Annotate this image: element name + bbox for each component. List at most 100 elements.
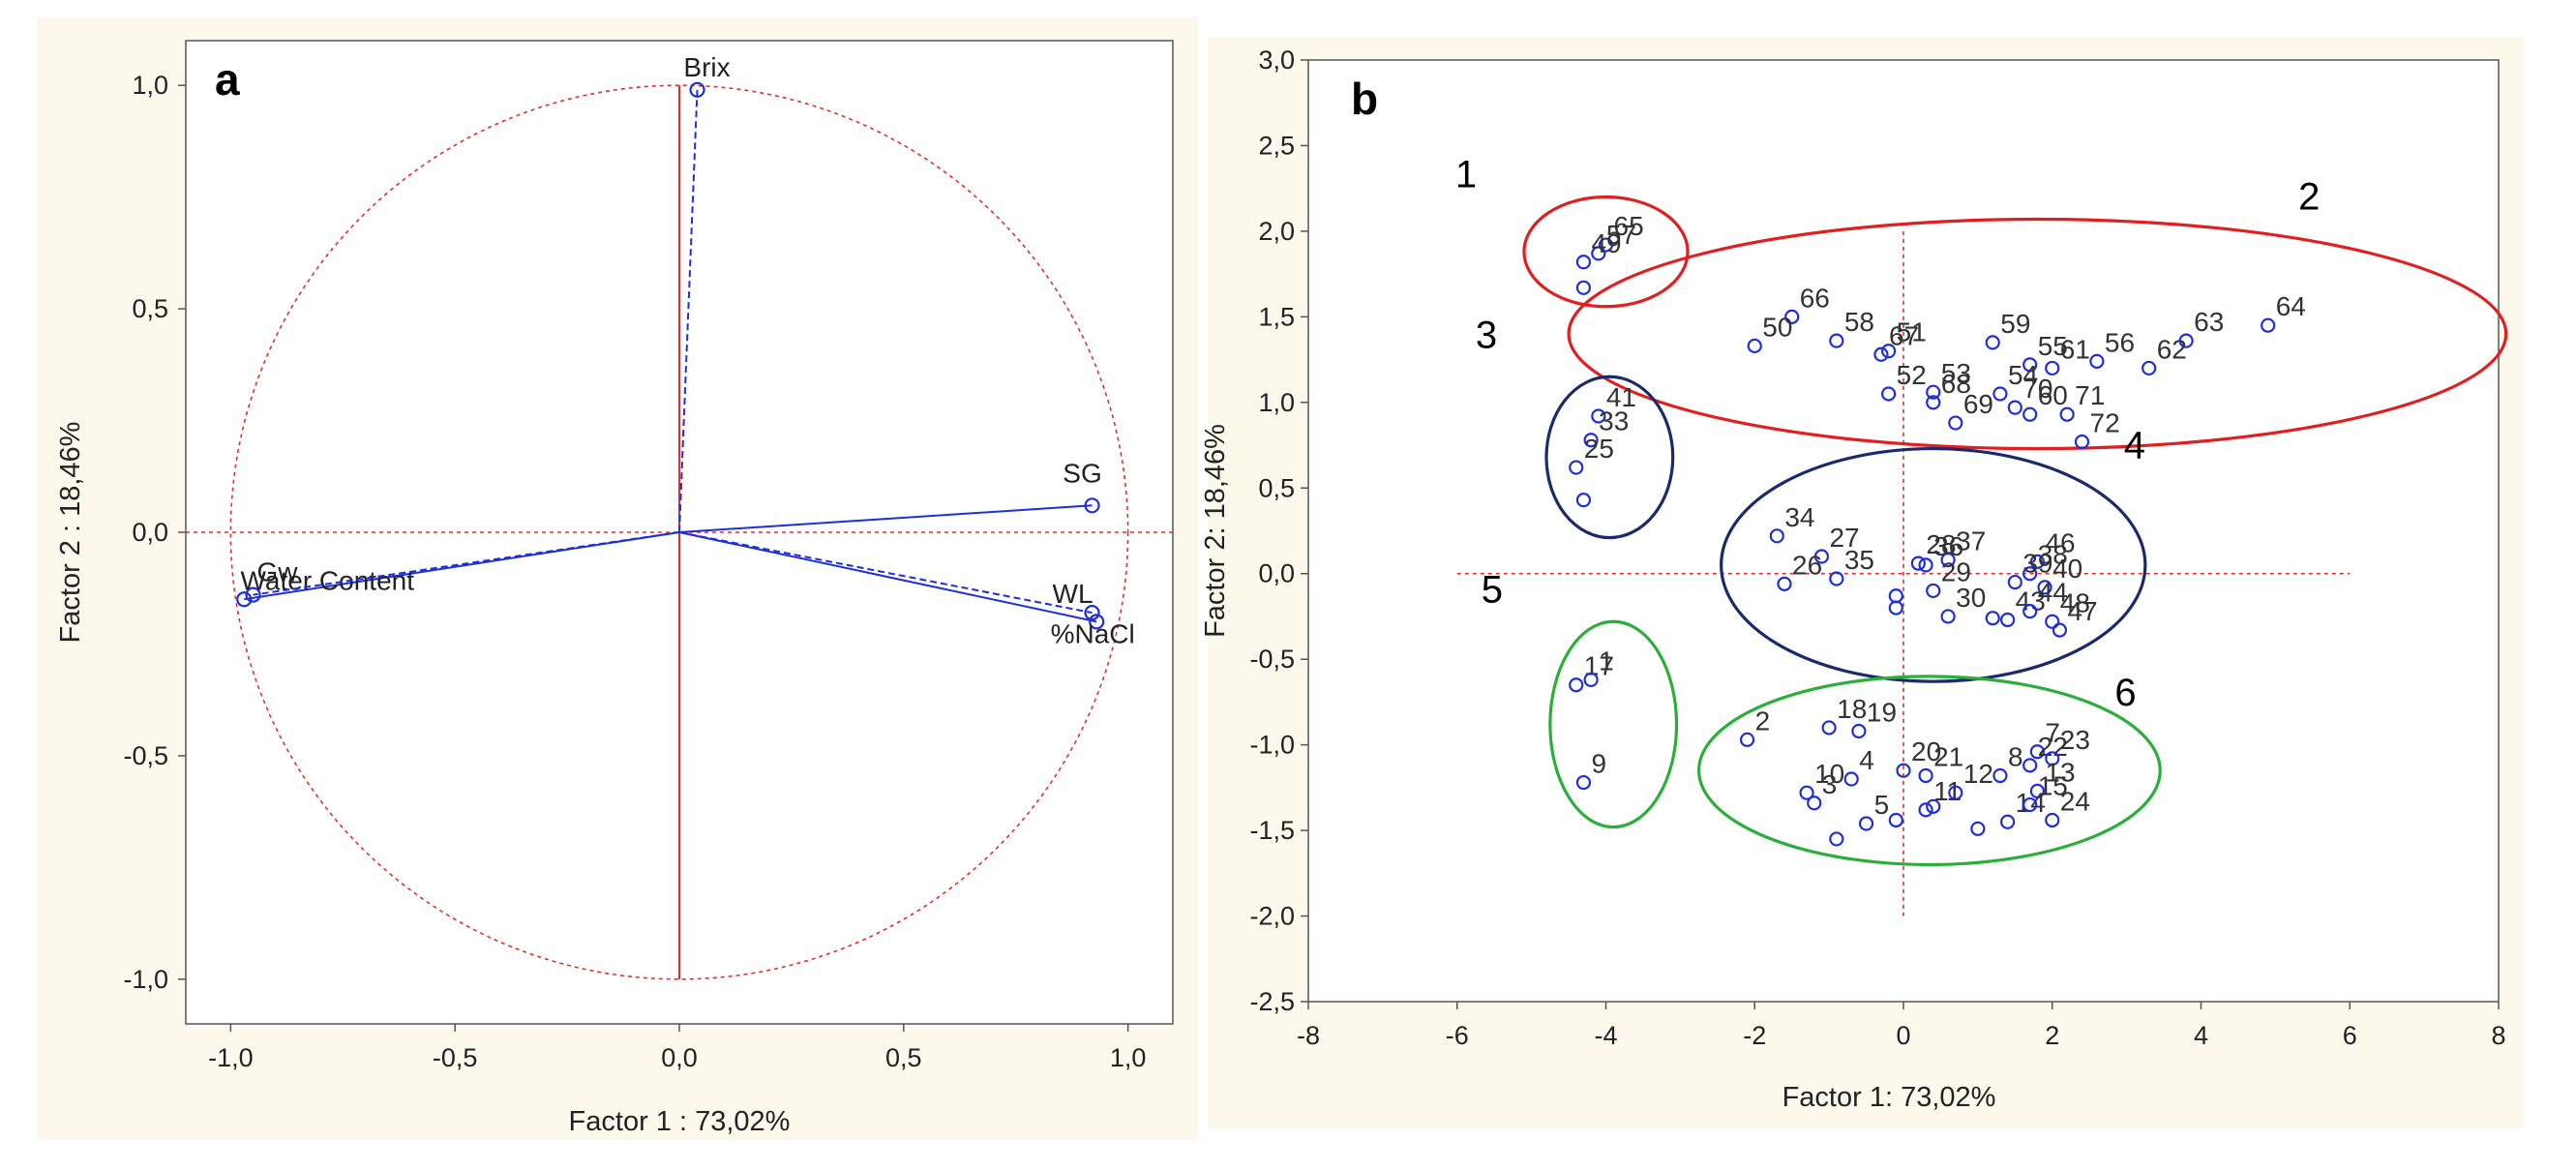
y-tick-label: -2,5 xyxy=(1249,987,1295,1016)
score-point-label: 10 xyxy=(1814,759,1844,789)
score-point xyxy=(2000,612,2016,628)
score-point xyxy=(1910,555,1926,571)
score-point xyxy=(1575,774,1592,791)
score-point-label: 17 xyxy=(1584,651,1614,681)
x-tick-label: 0,5 xyxy=(885,1043,922,1072)
loading-plot: -1,0 -0,5 0,0 0,5 1,0 -1,0 -0,5 0,0 0,5 1,0 Brix S… xyxy=(55,40,1174,1137)
score-point xyxy=(2022,357,2038,373)
score-point-label: 20 xyxy=(1911,736,1941,766)
score-point-label: 52 xyxy=(1897,360,1927,390)
group-ellipse xyxy=(1548,619,1679,829)
score-plot: -8 -6 -4 -2 0 2 4 6 8-2,5-2,0-1,5-1,0-0,50,00,51… xyxy=(1200,45,2508,1113)
score-point xyxy=(1575,280,1592,295)
loading-vector xyxy=(244,531,680,601)
x-tick-label: 2 xyxy=(2045,1021,2059,1050)
score-point xyxy=(1829,831,1844,847)
group-ellipse xyxy=(1567,217,2508,451)
score-point xyxy=(2022,796,2038,813)
score-point xyxy=(1940,552,1956,568)
score-point xyxy=(1985,335,2000,350)
x-tick-label: 8 xyxy=(2491,1021,2505,1050)
group-ellipse xyxy=(1720,446,2147,683)
score-point-label: 12 xyxy=(1963,759,1993,789)
score-point xyxy=(2045,360,2060,376)
score-point xyxy=(1873,346,1889,362)
score-point xyxy=(2007,574,2022,590)
score-point xyxy=(1807,796,1822,811)
score-point-label: 8 xyxy=(2008,741,2023,771)
y-tick-label: 2,0 xyxy=(1258,217,1295,246)
score-point xyxy=(2074,434,2090,450)
score-point-label: 9 xyxy=(1591,749,1606,779)
score-point xyxy=(2045,614,2060,629)
score-point xyxy=(1829,333,1844,348)
score-point-label: 48 xyxy=(2060,587,2090,617)
score-point xyxy=(1784,309,1800,324)
score-point xyxy=(1569,677,1584,693)
score-point-label: 24 xyxy=(2060,786,2090,816)
score-point-label: 46 xyxy=(2045,527,2075,557)
score-point xyxy=(1813,549,1830,564)
y-tick-label: 1,0 xyxy=(1258,388,1295,417)
x-tick-label: 4 xyxy=(2194,1021,2208,1050)
loading-plot-ticks: -1,0 -0,5 0,0 0,5 1,0 -1,0 -0,5 0,0 0,5 1,0 xyxy=(123,71,1146,1072)
score-point-label: 11 xyxy=(1933,776,1962,806)
score-point xyxy=(1851,723,1867,739)
group-label: 6 xyxy=(2114,672,2136,714)
score-point xyxy=(1992,767,2008,784)
score-point xyxy=(1948,415,1963,431)
score-point xyxy=(1926,395,1941,410)
score-plot-ticks: -8 -6 -4 -2 0 2 4 6 8-2,5-2,0-1,5-1,0-0,50,00,51… xyxy=(1249,45,2505,1050)
score-point-label: 35 xyxy=(1844,545,1874,575)
x-tick-label: 6 xyxy=(2343,1021,2357,1050)
y-tick-label: 0,0 xyxy=(132,518,168,547)
x-tick-label: -0,5 xyxy=(433,1043,478,1072)
score-point-label: 54 xyxy=(2008,360,2038,390)
score-point-label: 62 xyxy=(2157,334,2187,364)
score-point-label: 72 xyxy=(2090,408,2120,438)
score-point xyxy=(1843,771,1859,787)
loading-vector-point xyxy=(1084,605,1100,621)
score-point-label: 53 xyxy=(1941,358,1971,388)
loading-vector-label: Gw xyxy=(257,557,299,587)
score-point xyxy=(1583,672,1599,688)
unit-circle xyxy=(229,84,1129,980)
score-point xyxy=(2059,406,2075,422)
score-point-label: 56 xyxy=(2105,327,2135,357)
score-point-label: 57 xyxy=(1606,220,1636,250)
score-plot-static xyxy=(1456,230,2351,916)
score-point-label: 63 xyxy=(2194,307,2224,337)
score-point-label: 49 xyxy=(1591,228,1621,258)
score-point-label: 40 xyxy=(2052,554,2082,584)
score-point xyxy=(2029,783,2045,799)
score-point-label: 44 xyxy=(2038,578,2068,608)
panel-a-label: a xyxy=(215,54,240,105)
score-point-label: 58 xyxy=(1844,307,1874,337)
y-tick-label: -1,0 xyxy=(1249,731,1295,760)
score-point xyxy=(1591,408,1606,424)
score-point-label: 4 xyxy=(1859,745,1874,775)
y-tick-label: 2,5 xyxy=(1258,131,1295,160)
score-point xyxy=(2045,812,2060,828)
score-point-label: 68 xyxy=(1941,369,1971,399)
score-point xyxy=(1598,237,1614,253)
score-point-label: 21 xyxy=(1933,741,1963,771)
score-point-label: 3 xyxy=(1822,769,1838,799)
y-tick-label: -1,5 xyxy=(1249,816,1295,845)
y-tick-label: 0,0 xyxy=(1258,559,1295,588)
score-point-label: 69 xyxy=(1963,389,1993,419)
loading-vector xyxy=(253,531,680,596)
score-point-label: 25 xyxy=(1584,434,1614,464)
score-point xyxy=(2000,814,2016,829)
loading-plot-x-axis-label: Factor 1 : 73,02% xyxy=(569,1106,791,1137)
x-tick-label: 0 xyxy=(1896,1021,1910,1050)
loading-vector xyxy=(678,504,1093,533)
group-ellipse xyxy=(1696,675,2162,867)
score-point xyxy=(2142,360,2157,376)
score-point-label: 23 xyxy=(2060,725,2090,755)
score-point xyxy=(1985,611,2000,626)
score-point xyxy=(1896,763,1911,778)
